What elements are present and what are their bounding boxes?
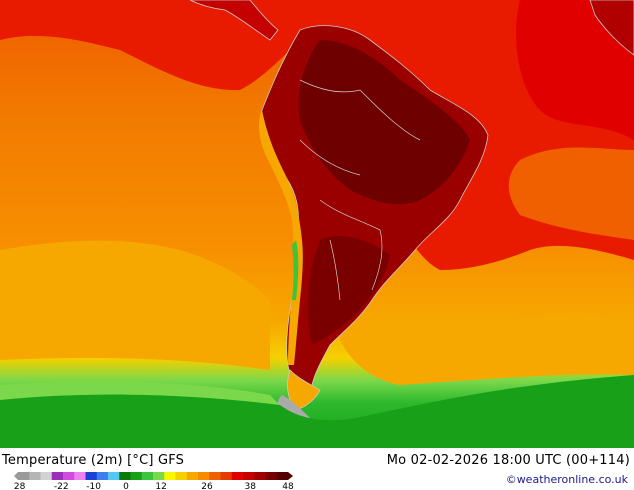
legend-swatch [186, 472, 199, 480]
andes-cool-strip [259, 110, 303, 365]
legend-swatch [209, 472, 221, 480]
footer-bar: Temperature (2m) [°C] GFS Mo 02-02-2026 … [0, 448, 634, 490]
legend-swatch [231, 472, 244, 480]
legend-swatch [153, 472, 165, 480]
legend-swatch [198, 472, 210, 480]
legend-swatch [18, 472, 30, 480]
patagonia [287, 369, 321, 411]
legend-tick-label: -22 [54, 482, 69, 490]
country-borders [299, 79, 421, 301]
legend-swatch [175, 472, 188, 480]
legend-swatch [243, 472, 255, 480]
legend-tick-label: 0 [123, 482, 129, 490]
legend-swatch [265, 472, 278, 480]
legend-swatch [108, 472, 120, 480]
atlantic-yellow-band [340, 314, 634, 385]
legend-tick-label: 38 [244, 482, 256, 490]
credit-link[interactable]: ©weatheronline.co.uk [505, 473, 628, 486]
legend-swatch [51, 472, 64, 480]
legend-swatch [276, 472, 289, 480]
map-title: Temperature (2m) [°C] GFS [2, 453, 185, 468]
argentina-hot-core [308, 235, 390, 345]
andes-green-strip [292, 240, 299, 300]
southern-ocean-green [0, 375, 634, 448]
legend-tick-label: -10 [86, 482, 101, 490]
color-legend: -28 -22 -10 0 12 26 38 48 [14, 472, 294, 490]
southern-ocean-light-green [0, 381, 280, 405]
legend-tick-label: 48 [282, 482, 294, 490]
legend-swatch [141, 472, 154, 480]
legend-swatch [40, 472, 53, 480]
legend-swatch [164, 472, 176, 480]
legend-tick-label: 26 [201, 482, 213, 490]
legend-swatch [63, 472, 75, 480]
legend-swatch [130, 472, 143, 480]
legend-tick-label: -28 [14, 482, 26, 490]
legend-swatch [96, 472, 109, 480]
legend-swatch [119, 472, 131, 480]
legend-swatch [29, 472, 41, 480]
east-atlantic-red [516, 0, 634, 140]
legend-tick-label: 12 [155, 482, 166, 490]
central-america-land [189, 0, 279, 41]
legend-swatch [220, 472, 233, 480]
valid-time: Mo 02-02-2026 18:00 UTC (00+114) [386, 453, 630, 468]
atlantic-orange-patch [508, 147, 634, 240]
legend-swatch [85, 472, 98, 480]
legend-arrow-left [14, 472, 18, 480]
amazon-hot-core [298, 40, 470, 205]
legend-swatch [254, 472, 266, 480]
legend-swatch [74, 472, 86, 480]
temperature-map [0, 0, 634, 448]
north-warm-zone [0, 0, 634, 270]
legend-arrow-right [288, 472, 293, 480]
pacific-yellow-band [0, 240, 270, 370]
